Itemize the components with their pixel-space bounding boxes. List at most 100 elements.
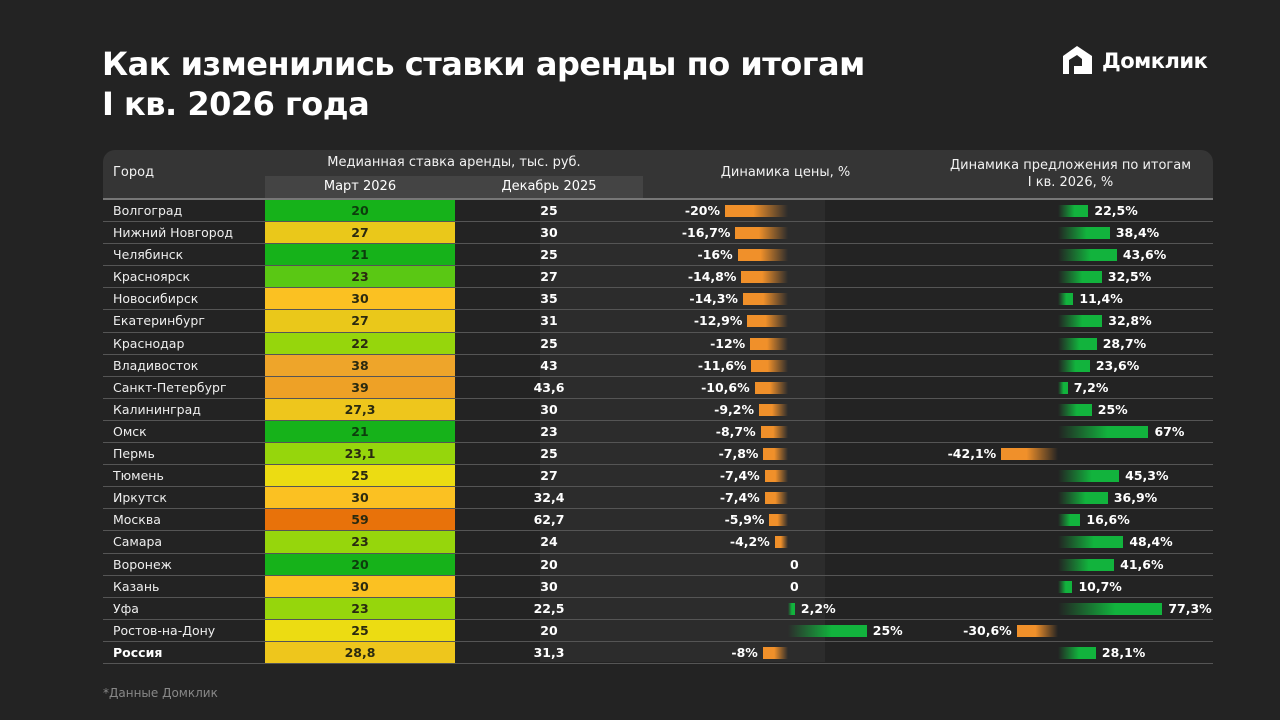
header-city: Город	[113, 165, 155, 180]
december-rate-cell: 25	[540, 335, 558, 351]
price-change-label: 0	[790, 556, 799, 572]
city-name: Иркутск	[113, 490, 167, 506]
city-name: Краснодар	[113, 335, 185, 351]
december-rate-cell: 23	[540, 423, 558, 439]
price-change-label: 0	[790, 578, 799, 594]
supply-bar	[1058, 470, 1120, 483]
price-bar	[764, 492, 788, 505]
supply-change-label: 41,6%	[1120, 556, 1164, 572]
march-rate-cell: 20	[265, 553, 455, 575]
table-row: Самара 23 24 -4,2% 48,4%	[103, 531, 1213, 554]
table-row: Новосибирск 30 35 -14,3% 11,4%	[103, 288, 1213, 311]
price-change-label: -12,9%	[693, 313, 743, 329]
table-row: Омск 21 23 -8,7% 67%	[103, 420, 1213, 444]
house-logo-icon	[1063, 46, 1092, 74]
december-rate-cell: 30	[540, 578, 558, 594]
march-rate-cell: 25	[265, 465, 455, 487]
supply-change-label: 28,1%	[1101, 644, 1146, 660]
supply-change-label: 22,5%	[1094, 203, 1138, 218]
city-name: Владивосток	[113, 357, 199, 373]
price-change-label: -8,7%	[715, 423, 756, 439]
supply-bar	[1058, 646, 1096, 659]
march-rate-cell: 22	[265, 332, 455, 354]
title-line-2: I кв. 2026 года	[102, 85, 370, 123]
header-december: Декабрь 2025	[455, 176, 643, 198]
december-rate-cell: 32,4	[533, 490, 565, 506]
supply-change-label: 43,6%	[1122, 247, 1167, 263]
price-bar	[788, 602, 795, 615]
supply-change-label: 11,4%	[1079, 291, 1123, 307]
march-rate-cell: 27	[265, 222, 455, 244]
march-rate-cell: 28,8	[265, 641, 455, 663]
header-price-dynamics: Динамика цены, %	[720, 165, 851, 180]
city-name: Уфа	[113, 600, 139, 616]
price-change-label: -14,3%	[689, 291, 738, 307]
march-rate-cell: 21	[265, 244, 455, 266]
table-body: Волгоград 20 25 -20% 22,5% Нижний Новгород 27 3…	[103, 200, 1213, 664]
price-change-label: -20%	[684, 203, 720, 218]
price-change-label: -7,4%	[719, 490, 760, 506]
price-change-label: -16%	[697, 247, 733, 263]
city-name: Калининград	[113, 401, 201, 417]
table-row: Пермь 23,1 25 -7,8% -42,1%	[103, 443, 1213, 466]
december-rate-cell: 20	[540, 556, 558, 572]
december-rate-cell: 30	[540, 225, 558, 241]
price-bar	[754, 381, 788, 394]
header-march: Март 2026	[265, 176, 455, 198]
price-bar	[741, 271, 788, 284]
december-rate-cell: 24	[540, 534, 558, 550]
march-rate-cell: 23,1	[265, 443, 455, 465]
supply-bar	[1058, 293, 1074, 306]
supply-bar	[1058, 492, 1108, 505]
table-row: Иркутск 30 32,4 -7,4% 36,9%	[103, 487, 1213, 510]
price-change-label: -9,2%	[714, 401, 755, 417]
city-name: Воронеж	[113, 556, 172, 572]
supply-change-label: -30,6%	[963, 622, 1012, 638]
march-rate-cell: 39	[265, 376, 455, 398]
city-name: Санкт-Петербург	[113, 379, 227, 395]
price-bar	[751, 359, 788, 372]
supply-bar	[1058, 337, 1097, 350]
march-rate-cell: 30	[265, 575, 455, 597]
supply-change-label: 32,5%	[1107, 269, 1152, 285]
supply-bar	[1058, 536, 1124, 549]
supply-bar	[1058, 425, 1149, 438]
supply-change-label: 25%	[1097, 401, 1128, 417]
city-name: Самара	[113, 534, 163, 550]
city-name: Казань	[113, 578, 160, 594]
header-median: Медианная ставка аренды, тыс. руб.	[327, 155, 581, 170]
header-supply-line-1: Динамика предложения по итогам	[949, 158, 1192, 173]
price-bar	[747, 315, 788, 328]
supply-change-label: 28,7%	[1102, 335, 1147, 351]
city-name: Ростов-на-Дону	[113, 622, 216, 638]
december-rate-cell: 31	[540, 313, 558, 329]
rent-table: Город Медианная ставка аренды, тыс. руб.…	[103, 150, 1213, 664]
city-name: Волгоград	[113, 203, 183, 218]
supply-bar	[1058, 249, 1117, 262]
supply-bar	[1058, 558, 1115, 571]
march-rate-cell: 23	[265, 266, 455, 288]
city-name: Нижний Новгород	[113, 225, 234, 241]
price-change-label: -10,6%	[701, 379, 750, 395]
december-rate-cell: 35	[540, 291, 558, 307]
price-change-label: -4,2%	[729, 534, 770, 550]
price-bar	[759, 403, 788, 416]
city-name: Омск	[113, 423, 147, 439]
table-row: Казань 30 30 0 10,7%	[103, 575, 1213, 598]
header-supply-dynamics: Динамика предложения по итогам I кв. 202…	[928, 157, 1213, 191]
city-name: Новосибирск	[113, 291, 199, 307]
price-change-label: 25%	[872, 622, 903, 638]
price-change-label: -7,8%	[718, 446, 759, 462]
price-bar	[764, 470, 788, 483]
supply-change-label: 36,9%	[1113, 490, 1158, 506]
supply-change-label: 45,3%	[1125, 468, 1169, 484]
supply-change-label: 32,8%	[1108, 313, 1152, 329]
logo-text: Домклик	[1102, 49, 1208, 73]
supply-bar	[1058, 580, 1073, 593]
table-row: Воронеж 20 20 0 41,6%	[103, 553, 1213, 576]
december-rate-cell: 43,6	[533, 379, 565, 395]
march-rate-cell: 27,3	[265, 398, 455, 420]
table-row: Челябинск 21 25 -16% 43,6%	[103, 244, 1213, 267]
table-row: Красноярск 23 27 -14,8% 32,5%	[103, 266, 1213, 289]
table-row: Краснодар 22 25 -12% 28,7%	[103, 332, 1213, 355]
